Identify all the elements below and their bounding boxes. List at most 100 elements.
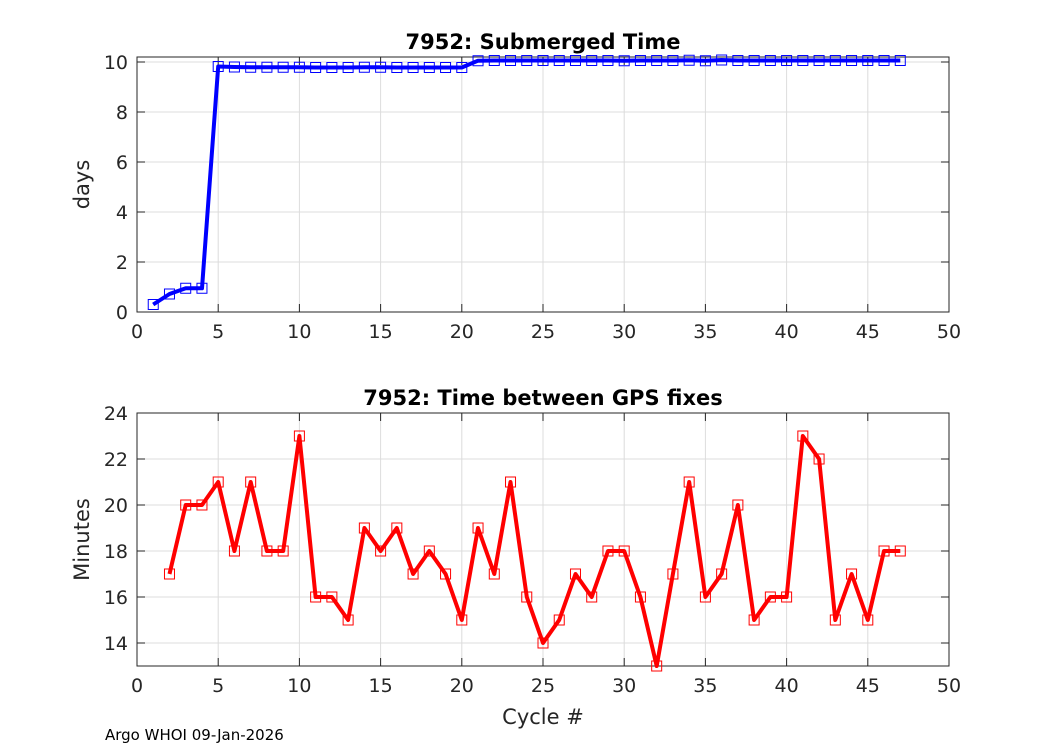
data-point	[894, 545, 906, 557]
data-point	[326, 62, 338, 73]
data-point	[391, 522, 403, 534]
x-tick-label: 50	[937, 675, 961, 697]
data-point	[797, 55, 809, 66]
data-point	[505, 476, 517, 488]
x-tick-label: 0	[131, 321, 143, 343]
data-point	[407, 568, 419, 580]
data-point	[797, 430, 809, 442]
x-tick-label: 30	[612, 321, 636, 343]
x-tick-label: 50	[937, 321, 961, 343]
data-point	[829, 55, 841, 66]
data-point	[180, 499, 192, 511]
data-point	[586, 55, 598, 66]
chart-title: 7952: Time between GPS fixes	[363, 386, 723, 410]
chart-2: 0 5 10 15 20 25 30 35 40 45 50 14 16 18 20 22 24 7952: Ti…	[70, 386, 961, 729]
data-point	[277, 61, 289, 73]
data-point	[602, 55, 614, 66]
data-point	[846, 55, 858, 66]
data-point	[829, 614, 841, 626]
data-point	[634, 591, 646, 603]
data-point	[180, 282, 192, 294]
data-point	[293, 430, 305, 442]
series-line	[167, 434, 901, 668]
data-point	[456, 62, 468, 73]
data-point	[667, 568, 679, 580]
y-tick-label: 20	[104, 495, 128, 517]
data-point	[569, 568, 581, 580]
data-point	[618, 55, 630, 67]
y-axis-label: days	[70, 160, 94, 210]
footer-credit: Argo WHOI 09-Jan-2026	[105, 726, 284, 744]
chart-title: 7952: Submerged Time	[405, 30, 680, 54]
data-point	[732, 499, 744, 511]
data-point	[602, 545, 614, 557]
data-point	[261, 545, 273, 557]
data-point	[521, 55, 533, 66]
data-point	[878, 545, 890, 557]
x-tick-label: 40	[775, 675, 799, 697]
data-point	[277, 545, 289, 557]
chart-1: 0 5 10 15 20 25 30 35 40 45 50 0 2 4 6 8 10 7952: Submerg…	[70, 30, 961, 343]
data-point	[391, 62, 403, 73]
x-tick-label: 40	[775, 321, 799, 343]
data-point	[358, 522, 370, 534]
x-tick-label: 30	[612, 675, 636, 697]
data-point	[196, 282, 208, 294]
x-tick-label: 25	[531, 675, 555, 697]
x-tick-label: 15	[369, 321, 393, 343]
data-point	[667, 55, 679, 66]
data-point	[586, 591, 598, 603]
x-axis-label: Cycle #	[502, 705, 584, 729]
data-point	[342, 62, 354, 73]
data-point	[781, 591, 793, 603]
data-point	[716, 54, 728, 66]
data-point	[683, 54, 695, 66]
y-tick-label: 14	[104, 633, 128, 655]
data-point	[293, 61, 305, 73]
data-point	[423, 545, 435, 557]
y-tick-label: 6	[116, 152, 128, 174]
data-point	[634, 55, 646, 66]
data-point	[699, 591, 711, 603]
y-tick-label: 16	[104, 587, 128, 609]
data-point	[748, 614, 760, 626]
data-point	[862, 55, 874, 66]
data-point	[358, 61, 370, 73]
data-point	[716, 568, 728, 580]
data-point	[813, 55, 825, 66]
data-point	[781, 55, 793, 66]
data-point	[456, 614, 468, 626]
y-tick-label: 8	[116, 102, 128, 124]
data-point	[537, 637, 549, 649]
y-tick-label: 0	[116, 302, 128, 324]
data-point	[537, 55, 549, 66]
data-point	[228, 61, 240, 73]
data-point	[521, 591, 533, 603]
data-point	[651, 55, 663, 66]
x-tick-label: 25	[531, 321, 555, 343]
data-point	[375, 61, 387, 73]
data-point	[326, 591, 338, 603]
data-point	[407, 62, 419, 73]
data-point	[488, 55, 500, 66]
data-point	[212, 476, 224, 488]
data-point	[163, 288, 175, 300]
data-point	[683, 476, 695, 488]
data-point	[748, 55, 760, 66]
data-point	[618, 545, 630, 557]
x-tick-label: 45	[856, 675, 880, 697]
data-point	[342, 614, 354, 626]
data-point	[553, 614, 565, 626]
x-tick-label: 5	[212, 675, 224, 697]
data-point	[163, 568, 175, 580]
data-point	[261, 61, 273, 73]
x-tick-label: 35	[693, 675, 717, 697]
data-point	[878, 55, 890, 66]
data-point	[472, 522, 484, 534]
x-tick-label: 5	[212, 321, 224, 343]
x-tick-label: 10	[287, 675, 311, 697]
data-point	[732, 55, 744, 66]
x-tick-label: 15	[369, 675, 393, 697]
y-tick-label: 22	[104, 449, 128, 471]
